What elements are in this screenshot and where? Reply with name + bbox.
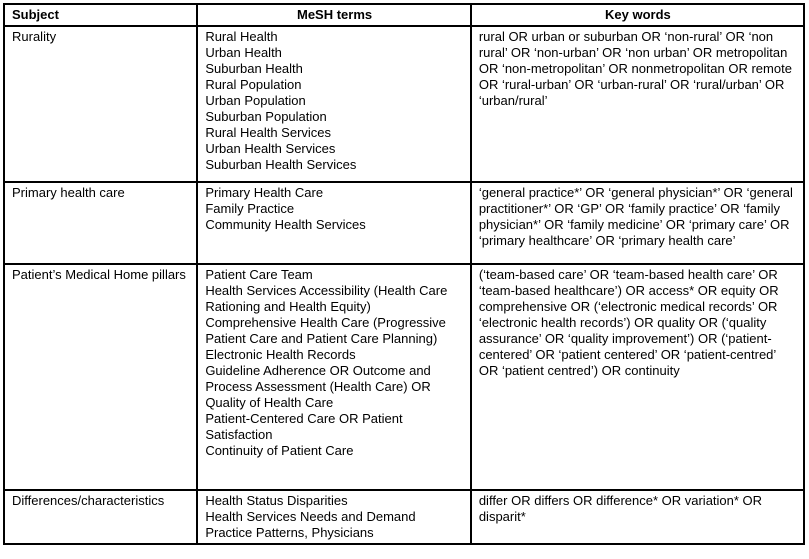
subject-cell: Differences/characteristics	[2, 489, 199, 545]
key-words-cell: differ OR differs OR difference* OR vari…	[469, 489, 806, 545]
subject-cell: Rurality	[2, 25, 199, 183]
mesh-terms-cell: Rural Health Urban Health Suburban Healt…	[196, 25, 472, 183]
key-words-cell: (‘team-based care’ OR ‘team-based health…	[469, 263, 806, 491]
key-words-cell: rural OR urban or suburban OR ‘non-rural…	[469, 25, 806, 183]
subject-cell: Patient’s Medical Home pillars	[2, 263, 199, 491]
table-row: Primary health care Primary Health Care …	[2, 181, 806, 265]
column-header-mesh-terms: MeSH terms	[196, 3, 472, 27]
mesh-terms-cell: Health Status Disparities Health Service…	[196, 489, 472, 545]
mesh-terms-cell: Primary Health Care Family Practice Comm…	[196, 181, 472, 265]
key-words-cell: ‘general practice*’ OR ‘general physicia…	[469, 181, 806, 265]
column-header-key-words: Key words	[469, 3, 806, 27]
table-row: Rurality Rural Health Urban Health Subur…	[2, 25, 806, 183]
subject-cell: Primary health care	[2, 181, 199, 265]
column-header-subject: Subject	[2, 3, 199, 27]
mesh-terms-cell: Patient Care Team Health Services Access…	[196, 263, 472, 491]
header-row: Subject MeSH terms Key words	[2, 3, 806, 27]
table-row: Differences/characteristics Health Statu…	[2, 489, 806, 545]
table-row: Patient’s Medical Home pillars Patient C…	[2, 263, 806, 491]
search-strategy-table: Subject MeSH terms Key words Rurality Ru…	[2, 3, 806, 545]
